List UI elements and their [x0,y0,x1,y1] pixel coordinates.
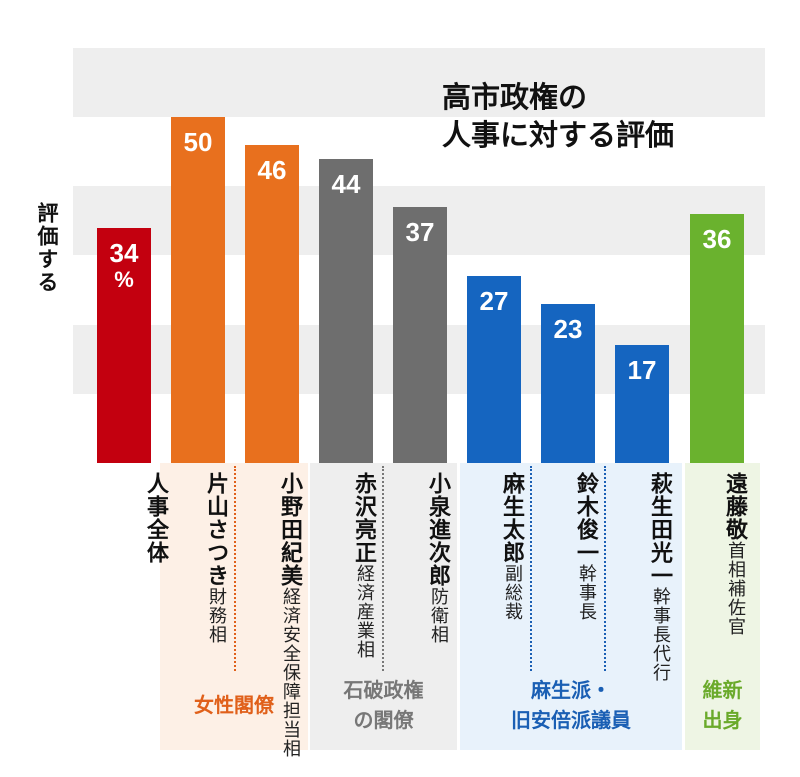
data-label: 37 [405,217,435,248]
category-name: 小野田紀美 [277,472,302,587]
category-title: 首相補佐官 [725,541,746,636]
y-axis-label: 評価する [35,202,59,294]
category-title: 幹事長代行 [650,587,671,682]
separator [382,466,384,671]
data-label: 50 [183,127,213,158]
separator [530,466,532,671]
data-label: 34% [97,238,151,291]
separator [234,466,236,671]
category-name: 小泉進次郎 [425,472,450,587]
category-label: 人事全体 [111,472,168,564]
group-label-line: の閣僚 [353,708,414,732]
category-label: 遠藤敬 首相補佐官 [690,472,747,636]
group-label-line: 石破政権 [343,678,424,702]
category-title: 幹事長 [576,564,597,621]
category-name: 萩生田光一 [647,472,672,587]
group-label-line: 維新 [702,678,743,702]
category-label: 小泉進次郎 防衛相 [393,472,450,644]
category-label: 鈴木俊一 幹事長 [541,472,598,621]
group-label-line: 女性閣僚 [194,693,274,717]
data-label: 36 [702,224,732,254]
group-label-line: 出身 [702,708,743,732]
bar [690,214,744,463]
group-label-line: 旧安倍派議員 [511,708,631,732]
category-label: 萩生田光一 幹事長代行 [615,472,672,682]
unit-label: % [114,266,134,292]
category-name: 片山さつき [203,472,228,587]
category-label: 小野田紀美 経済安全保障担当相 [245,472,302,758]
bar [393,207,447,463]
category-name: 鈴木俊一 [573,472,598,564]
group-label-line: 麻生派・ [531,678,611,702]
bar [319,158,373,463]
data-label: 27 [479,286,509,317]
group-bg [460,463,682,750]
category-label: 麻生太郎 副総裁 [467,472,524,621]
group-label: 石破政権 の閣僚 [310,675,457,735]
category-title: 経済産業相 [354,564,375,659]
group-bg [685,463,760,750]
group-label: 維新 出身 [685,675,760,735]
category-name: 遠藤敬 [722,472,747,541]
group-label: 麻生派・旧安倍派議員 [460,675,682,735]
bar [467,276,521,463]
chart-title: 高市政権の 人事に対する評価 [442,78,674,154]
category-label: 赤沢亮正 経済産業相 [319,472,376,659]
category-title: 防衛相 [428,587,449,644]
bar [245,144,299,463]
bar [97,227,151,463]
category-title: 財務相 [206,587,227,644]
bar [541,303,595,463]
data-label: 46 [257,154,287,185]
category-name: 赤沢亮正 [351,472,376,564]
bar [615,345,669,463]
title-line-2: 人事に対する評価 [442,118,675,152]
category-label: 片山さつき 財務相 [171,472,228,644]
data-label: 17 [627,355,657,386]
category-title: 副総裁 [502,564,523,621]
separator [604,466,606,671]
data-label: 23 [553,313,583,344]
data-label: 44 [331,168,361,199]
category-name: 麻生太郎 [499,472,524,564]
grid-band [73,48,765,118]
category-title: 経済安全保障担当相 [280,587,301,758]
category-name: 人事全体 [143,472,168,564]
group-label: 女性閣僚 [160,690,308,720]
title-line-1: 高市政権の [442,80,588,114]
bar [171,117,225,463]
